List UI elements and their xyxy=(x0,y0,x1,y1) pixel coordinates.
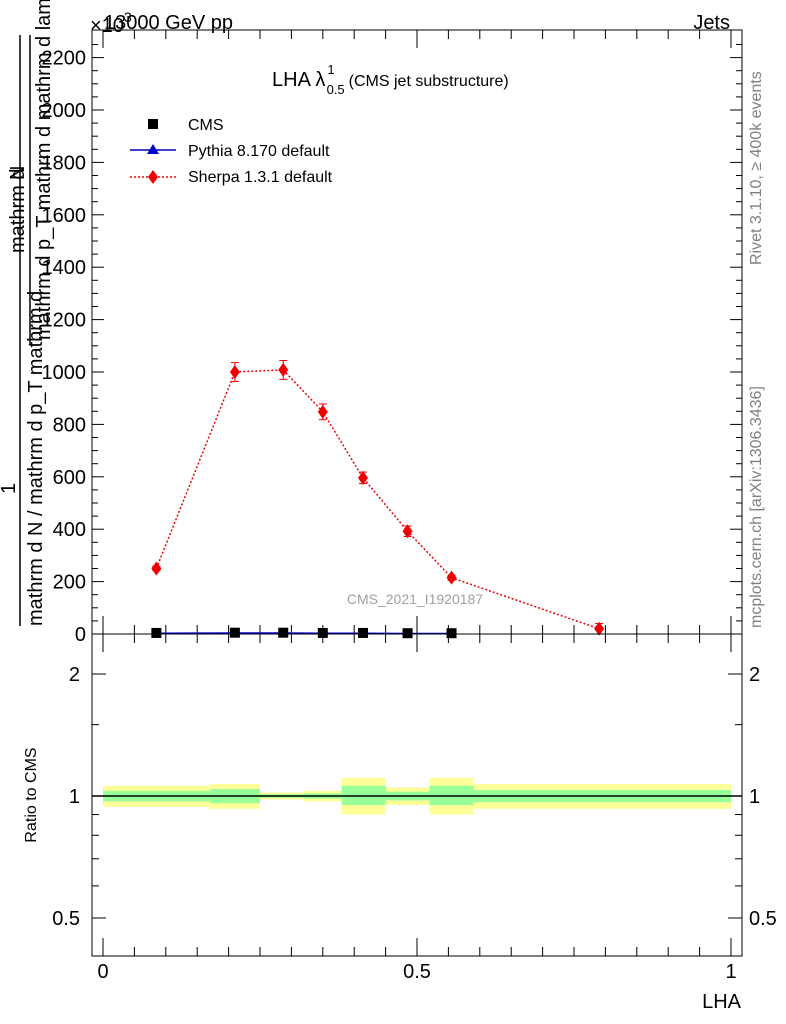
ratio-y-tick-label: 2 xyxy=(69,664,80,686)
main-y-tick-label: 2000 xyxy=(42,100,87,122)
ratio-y-tick-label: 0.5 xyxy=(52,908,80,930)
legend-marker-sherpa xyxy=(148,170,158,184)
ratio-x-tick-label: 0 xyxy=(97,961,108,983)
y-multiplier-base: ×10 xyxy=(90,15,124,37)
legend: CMS Pythia 8.170 default Sherpa 1.3.1 de… xyxy=(130,117,333,186)
cms-point xyxy=(229,627,240,638)
chart-title: LHA λ 1 0.5 (CMS jet substructure) xyxy=(272,62,509,97)
chart-title-main: LHA λ xyxy=(272,69,325,91)
main-y-tick-label: 800 xyxy=(53,414,86,436)
main-series-group xyxy=(151,359,605,639)
y-label-numerator: 1 xyxy=(0,483,20,494)
y-label-denominator: mathrm d N / mathrm d p_T mathrm d xyxy=(25,291,47,626)
cms-point xyxy=(446,628,457,639)
y-label-frac-top2: N xyxy=(7,166,29,180)
ratio-y-tick-label: 1 xyxy=(69,786,80,808)
main-y-tick-label: 1000 xyxy=(42,362,87,384)
sherpa-series-line xyxy=(155,369,600,630)
legend-label-sherpa: Sherpa 1.3.1 default xyxy=(188,169,333,186)
ratio-y-label: Ratio to CMS xyxy=(23,747,40,842)
sherpa-point xyxy=(446,570,457,585)
sherpa-point xyxy=(357,470,368,485)
main-y-tick-label: 1200 xyxy=(42,310,87,332)
ratio-y-tick-label-right: 2 xyxy=(749,664,760,686)
sherpa-point xyxy=(594,621,605,636)
chart-title-note: (CMS jet substructure) xyxy=(349,73,509,90)
legend-marker-cms xyxy=(148,119,158,129)
ratio-x-tick-label: 1 xyxy=(725,961,736,983)
cms-point xyxy=(317,627,328,638)
watermark: CMS_2021_I1920187 xyxy=(347,591,483,607)
sherpa-point xyxy=(278,362,289,377)
main-y-tick-label: 0 xyxy=(75,624,86,646)
header-left: 13000 GeV pp xyxy=(104,12,233,34)
cms-point xyxy=(402,628,413,639)
rivet-label: Rivet 3.1.10, ≥ 400k events xyxy=(748,71,765,265)
main-y-axis: 0 200 400 600 800 1000 1200 1400 1600 1800 2000 220… xyxy=(42,44,742,646)
y-label-frac-top: mathrm d xyxy=(7,169,29,253)
ratio-panel: 0.5 0.51 12 2 0 0.5 1 Ratio to CMS LHA xyxy=(23,633,777,1013)
main-y-tick-label: 400 xyxy=(53,519,86,541)
main-y-tick-label: 600 xyxy=(53,467,86,489)
sherpa-point xyxy=(229,365,240,379)
main-y-tick-label: 1600 xyxy=(42,205,87,227)
ratio-x-axis: 0 0.5 1 xyxy=(97,634,737,983)
sherpa-point xyxy=(402,524,413,539)
legend-marker-pythia xyxy=(147,144,159,154)
main-panel: 0 200 400 600 800 1000 1200 1400 1600 1800 2000 220… xyxy=(42,29,743,646)
cms-point xyxy=(357,627,368,638)
ratio-x-tick-label: 0.5 xyxy=(403,961,431,983)
chart-title-sup: 1 xyxy=(327,62,334,77)
header-right: Jets xyxy=(693,12,730,34)
cms-point xyxy=(151,627,162,638)
legend-label-pythia: Pythia 8.170 default xyxy=(188,143,330,160)
main-y-tick-label: 1800 xyxy=(42,152,87,174)
sherpa-point xyxy=(317,404,328,419)
main-y-tick-label: 200 xyxy=(53,572,86,594)
cms-point xyxy=(278,627,289,638)
main-y-tick-label: 2200 xyxy=(42,48,87,70)
legend-label-cms: CMS xyxy=(188,117,224,134)
chart-title-sub: 0.5 xyxy=(327,82,345,97)
y-multiplier: ×103 xyxy=(90,9,132,37)
main-y-label: mathrm d N mathrm d p_T mathrm d mathrm … xyxy=(0,0,55,626)
sherpa-point xyxy=(151,561,162,576)
ratio-y-tick-label-right: 0.5 xyxy=(749,908,777,930)
main-y-tick-label: 1400 xyxy=(42,257,87,279)
x-axis-label: LHA xyxy=(702,991,742,1013)
y-multiplier-exp: 3 xyxy=(124,9,132,25)
mcplots-label: mcplots.cern.ch [arXiv:1306.3436] xyxy=(748,386,765,628)
ratio-y-axis: 0.5 0.5 1 1 2 2 xyxy=(52,664,777,930)
y-label-frac-bottom: mathrm d p_T mathrm d mathrm d lambda xyxy=(33,0,55,340)
ratio-y-tick-label-right: 1 xyxy=(749,786,760,808)
